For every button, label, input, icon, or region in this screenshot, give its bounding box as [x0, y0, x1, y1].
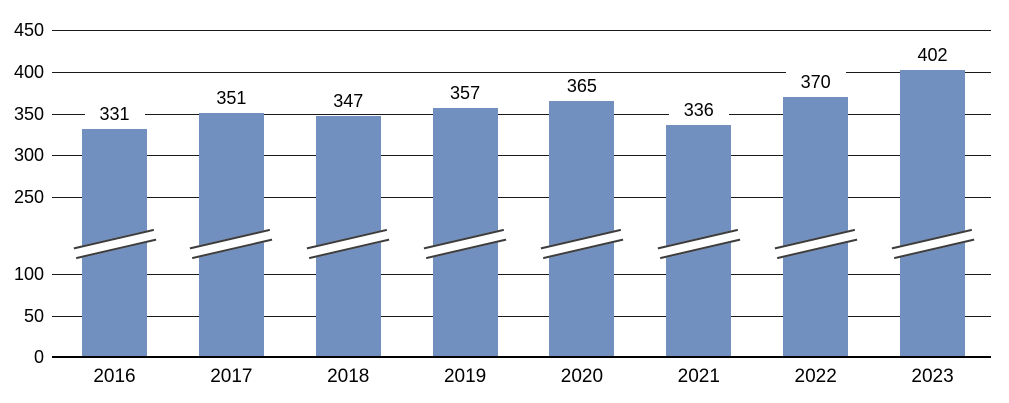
gridline-300 — [52, 155, 991, 156]
y-axis-tick-label: 350 — [13, 104, 44, 124]
gridline-400 — [52, 72, 991, 73]
gridline-250 — [52, 197, 991, 198]
bar-value-label: 331 — [84, 104, 145, 125]
y-axis-tick-label: 50 — [23, 306, 44, 326]
bar-value-label: 365 — [551, 75, 612, 96]
x-axis-line — [52, 356, 991, 358]
gridline-350 — [52, 114, 991, 115]
bar-value-label: 336 — [668, 100, 729, 121]
x-axis-category-label: 2017 — [210, 366, 253, 387]
x-axis-category-label: 2018 — [327, 366, 370, 387]
x-axis-category-label: 2021 — [677, 366, 720, 387]
y-axis-tick-label: 450 — [13, 20, 44, 40]
bar-value-label: 357 — [435, 82, 496, 103]
y-axis-tick-label: 400 — [13, 62, 44, 82]
bar-2023[interactable] — [900, 70, 966, 357]
x-axis-category-label: 2019 — [443, 366, 487, 387]
x-axis-category-label: 2022 — [794, 366, 837, 387]
y-axis-tick-label: 300 — [13, 145, 44, 165]
x-axis-category-label: 2023 — [911, 366, 954, 387]
y-axis-tick-label: 100 — [13, 264, 44, 284]
bar-value-label: 351 — [201, 87, 262, 108]
y-axis-tick-label: 250 — [13, 187, 44, 207]
y-axis-tick-label: 0 — [33, 347, 44, 367]
bar-2022[interactable] — [783, 96, 849, 357]
bar-value-label: 370 — [785, 71, 846, 92]
bar-2020[interactable] — [549, 100, 615, 357]
bar-value-label: 347 — [318, 91, 379, 111]
x-axis-category-label: 2020 — [560, 366, 604, 387]
x-axis-category-label: 2016 — [93, 366, 136, 387]
gridline-50 — [52, 316, 991, 317]
bar-value-label: 402 — [902, 45, 963, 66]
gridline-450 — [52, 30, 991, 31]
gridline-100 — [52, 274, 991, 275]
